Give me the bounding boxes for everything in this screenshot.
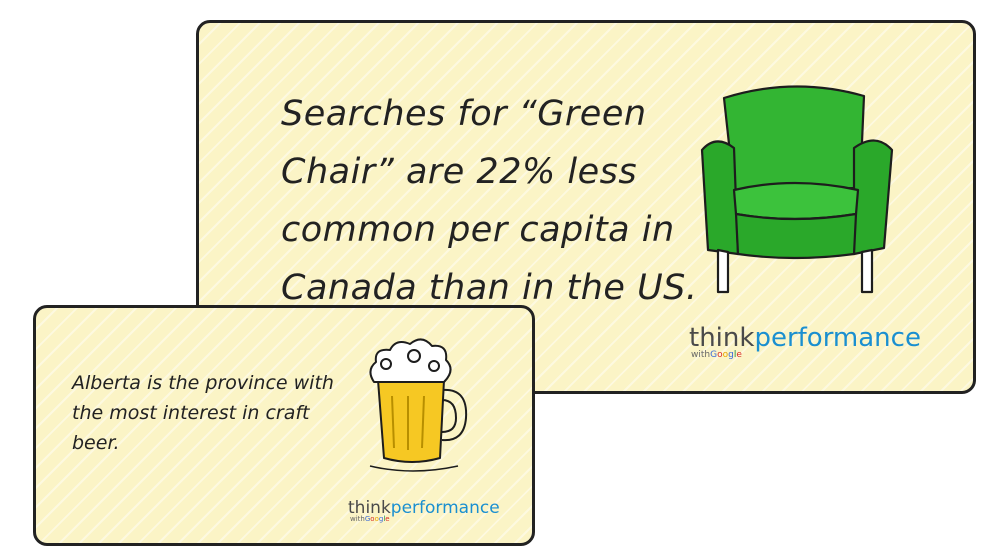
logo-google-letter: g xyxy=(378,515,384,523)
logo-google-letter: o xyxy=(370,515,375,523)
beer-mug-icon xyxy=(369,338,468,472)
logo-google-letter: G xyxy=(710,350,718,360)
green-armchair-icon xyxy=(700,85,894,294)
logo-think-text: think xyxy=(348,498,391,518)
think-performance-logo: thinkperformance withGoogle xyxy=(348,498,500,523)
secondary-fact-card: Alberta is the province with the most in… xyxy=(33,305,535,546)
secondary-fact-text: Alberta is the province with the most in… xyxy=(72,372,334,454)
logo-google-letter: l xyxy=(733,350,737,360)
logo-google-letter: o xyxy=(722,350,729,360)
logo-google-letter: l xyxy=(383,515,386,523)
logo-think-text: think xyxy=(689,323,755,353)
think-performance-logo: thinkperformance withGoogle xyxy=(689,323,921,360)
logo-performance-text: performance xyxy=(754,323,921,353)
logo-google-letter: e xyxy=(736,350,742,360)
logo-with-google: withGoogle xyxy=(691,350,921,360)
logo-with-google: withGoogle xyxy=(350,515,500,523)
logo-google-letter: G xyxy=(364,515,371,523)
logo-with-text: with xyxy=(691,350,711,360)
logo-with-text: with xyxy=(350,515,365,523)
main-fact-card: Searches for “Green Chair” are 22% less … xyxy=(196,20,976,394)
main-headline: Searches for “Green Chair” are 22% less … xyxy=(281,94,698,308)
logo-google-letter: o xyxy=(717,350,723,360)
logo-google-letter: e xyxy=(385,515,390,523)
logo-performance-text: performance xyxy=(390,498,500,518)
logo-google-letter: g xyxy=(728,350,734,360)
logo-google-letter: o xyxy=(374,515,379,523)
